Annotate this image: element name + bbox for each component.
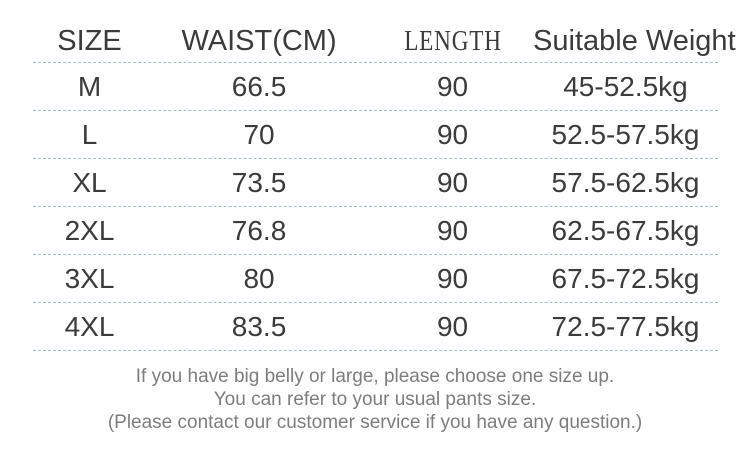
- header-cell-waist: WAIST(CM): [181, 24, 337, 57]
- weight-cell: 62.5-67.5kg: [551, 214, 700, 246]
- size-cell: 4XL: [64, 310, 115, 342]
- table-row: L 70 90 52.5-57.5kg: [33, 111, 718, 159]
- table-row: M 66.5 90 45-52.5kg: [33, 63, 718, 111]
- length-cell: 90: [436, 166, 469, 198]
- weight-cell: 45-52.5kg: [563, 70, 688, 102]
- table-row: 4XL 83.5 90 72.5-77.5kg: [33, 303, 718, 351]
- waist-cell: 73.5: [231, 166, 287, 198]
- weight-cell: 52.5-57.5kg: [551, 118, 700, 150]
- weight-cell: 57.5-62.5kg: [551, 166, 700, 198]
- header-cell-length: LENGTH: [372, 24, 533, 57]
- size-cell: M: [77, 70, 102, 102]
- size-cell: 2XL: [64, 214, 115, 246]
- notes-section: If you have big belly or large, please c…: [0, 365, 750, 434]
- table-header-row: SIZE WAIST(CM) LENGTH Suitable Weight: [33, 20, 736, 63]
- weight-cell: 72.5-77.5kg: [551, 310, 700, 342]
- length-cell: 90: [436, 262, 469, 294]
- waist-cell: 80: [243, 262, 275, 294]
- size-cell: L: [81, 118, 98, 150]
- note-line: If you have big belly or large, please c…: [135, 366, 615, 387]
- header-cell-length-label: LENGTH: [403, 24, 502, 57]
- table-row: 2XL 76.8 90 62.5-67.5kg: [33, 207, 718, 255]
- size-cell: 3XL: [64, 262, 115, 294]
- waist-cell: 83.5: [231, 310, 287, 342]
- header-cell-size: SIZE: [57, 24, 122, 57]
- table-row: 3XL 80 90 67.5-72.5kg: [33, 255, 718, 303]
- waist-cell: 70: [243, 118, 275, 150]
- length-cell: 90: [436, 70, 469, 102]
- length-cell: 90: [436, 310, 469, 342]
- size-table: SIZE WAIST(CM) LENGTH Suitable Weight M …: [33, 20, 736, 351]
- note-line: (Please contact our customer service if …: [107, 412, 643, 433]
- table-row: XL 73.5 90 57.5-62.5kg: [33, 159, 718, 207]
- waist-cell: 66.5: [231, 70, 287, 102]
- note-line: You can refer to your usual pants size.: [213, 389, 537, 410]
- length-cell: 90: [436, 118, 469, 150]
- size-cell: XL: [72, 166, 107, 198]
- waist-cell: 76.8: [231, 214, 287, 246]
- header-cell-weight: Suitable Weight: [533, 24, 736, 57]
- weight-cell: 67.5-72.5kg: [551, 262, 700, 294]
- length-cell: 90: [436, 214, 469, 246]
